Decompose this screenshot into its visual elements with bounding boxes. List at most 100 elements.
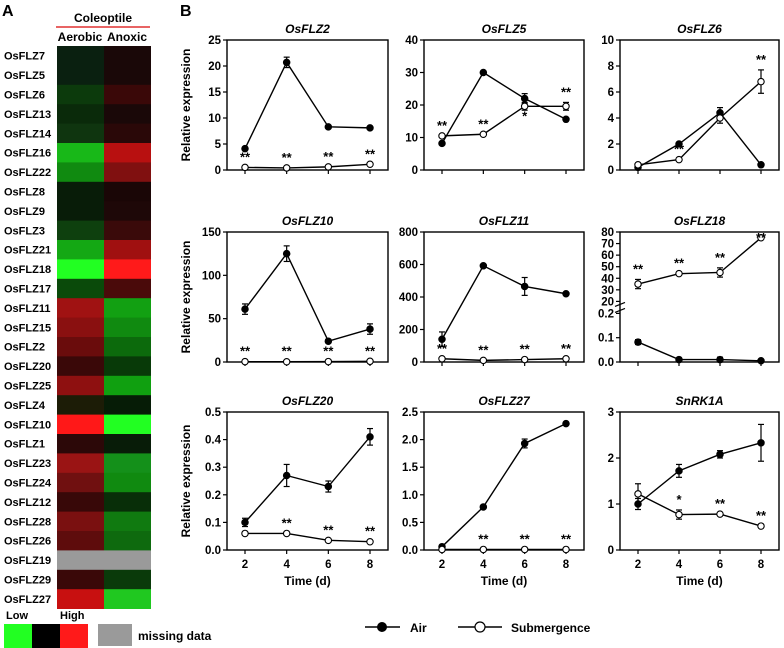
significance-marker: ** [365, 146, 376, 161]
heatmap-cell [57, 181, 104, 202]
y-tick-label: 0.0 [402, 545, 418, 557]
plot-frame [226, 411, 389, 551]
significance-marker: ** [323, 149, 334, 164]
heatmap-cell [104, 46, 151, 66]
submergence-point [438, 545, 446, 554]
heatmap-cell [104, 337, 151, 357]
air-point [282, 249, 291, 258]
air-point [562, 289, 570, 298]
air-point [438, 335, 446, 343]
significance-marker: ** [365, 524, 376, 539]
gene-label: OsFLZ10 [4, 419, 51, 431]
x-tick-label: 8 [367, 559, 374, 571]
y-tick-label: 0 [215, 357, 221, 369]
legend-high-label: High [60, 610, 85, 622]
air-point [757, 357, 765, 365]
submergence-point [366, 357, 374, 366]
y-tick-label: 600 [399, 260, 418, 272]
heatmap-cell [57, 531, 104, 551]
heatmap-cell [104, 162, 151, 183]
chart-title: OsFLZ18 [674, 214, 726, 228]
heatmap-cell [57, 104, 104, 124]
heatmap-cell [57, 550, 104, 571]
line-chart: OsFLZ11 0 200 400 600 800 ** ** ** ** [399, 214, 585, 369]
submergence-point [634, 161, 642, 169]
submergence-series-line [244, 163, 371, 169]
y-tick-label: 60 [601, 250, 614, 262]
significance-marker: ** [478, 342, 489, 357]
significance-marker: ** [561, 84, 572, 99]
significance-marker: ** [520, 342, 531, 357]
submergence-point [324, 357, 333, 366]
heatmap-cell [104, 84, 151, 105]
y-tick-label: 30 [601, 285, 614, 297]
significance-marker: ** [240, 344, 251, 359]
heatmap-cell [104, 492, 151, 512]
gene-label: OsFLZ26 [4, 536, 51, 548]
submergence-point [324, 536, 333, 545]
air-series-line [441, 264, 567, 340]
gene-label: OsFLZ16 [4, 148, 51, 160]
plot-frame [619, 411, 780, 551]
heatmap-cell [57, 356, 104, 377]
chart-title: OsFLZ10 [282, 214, 334, 228]
y-tick-label: 40 [405, 35, 418, 47]
significance-marker: ** [561, 341, 572, 356]
heatmap-cell [104, 434, 151, 454]
submergence-point [324, 163, 333, 171]
plot-frame [619, 231, 780, 363]
y-tick-label: 4 [608, 113, 615, 125]
submergence-series-line [245, 532, 371, 543]
heatmap-cell [104, 550, 151, 571]
air-point [562, 419, 570, 428]
air-series-line [244, 60, 371, 149]
legend-missing-label: missing data [138, 629, 212, 643]
air-point [241, 518, 249, 527]
y-axis-label: Relative expression [179, 49, 193, 162]
legend-mid-swatch [32, 624, 60, 648]
legend-submergence-marker [474, 621, 486, 633]
heatmap-cell [57, 337, 104, 357]
gene-label: OsFLZ24 [4, 478, 52, 490]
submergence-series-line [637, 237, 762, 285]
legend-air-label: Air [410, 621, 427, 635]
heatmap-cell [57, 492, 104, 512]
gene-label: OsFLZ5 [4, 70, 45, 82]
heatmap-cell [57, 317, 104, 338]
submergence-point [366, 537, 374, 546]
submergence-point [479, 545, 488, 554]
gene-label: OsFLZ4 [4, 400, 46, 412]
plot-frame [226, 39, 389, 171]
significance-marker: ** [437, 118, 448, 133]
x-axis-label: Time (d) [481, 574, 527, 588]
submergence-point [716, 114, 724, 122]
line-chart: OsFLZ27 0.0 0.5 1.0 1.5 2.0 2.5 2 4 6 8 ** ** ** [402, 394, 585, 571]
y-tick-label: 800 [399, 227, 418, 239]
heatmap-cell [104, 569, 151, 590]
y-tick-label: 8 [608, 61, 615, 73]
line-chart: OsFLZ6 0 2 4 6 8 10 ** ** [601, 22, 780, 177]
heatmap-cell [104, 375, 151, 396]
legend-high-swatch [60, 624, 88, 648]
y-tick-label: 150 [202, 227, 221, 239]
air-point [634, 338, 642, 346]
y-tick-label: 10 [405, 133, 418, 145]
chart-title: OsFLZ27 [478, 394, 531, 408]
y-tick-label: 20 [405, 100, 418, 112]
y-tick-label: 2 [608, 453, 614, 465]
y-tick-label: 20 [208, 61, 221, 73]
air-series-line [637, 442, 762, 505]
y-tick-label: 0.1 [205, 517, 222, 529]
submergence-point [562, 354, 570, 363]
significance-marker: ** [282, 150, 293, 165]
y-tick-label: 400 [399, 292, 418, 304]
y-tick-label: 15 [208, 87, 221, 99]
submergence-series-line [441, 358, 567, 362]
air-series-line [441, 71, 567, 144]
submergence-point [520, 102, 529, 111]
y-tick-label: 0.2 [205, 490, 221, 502]
air-point [366, 433, 374, 441]
submergence-point [675, 155, 683, 164]
